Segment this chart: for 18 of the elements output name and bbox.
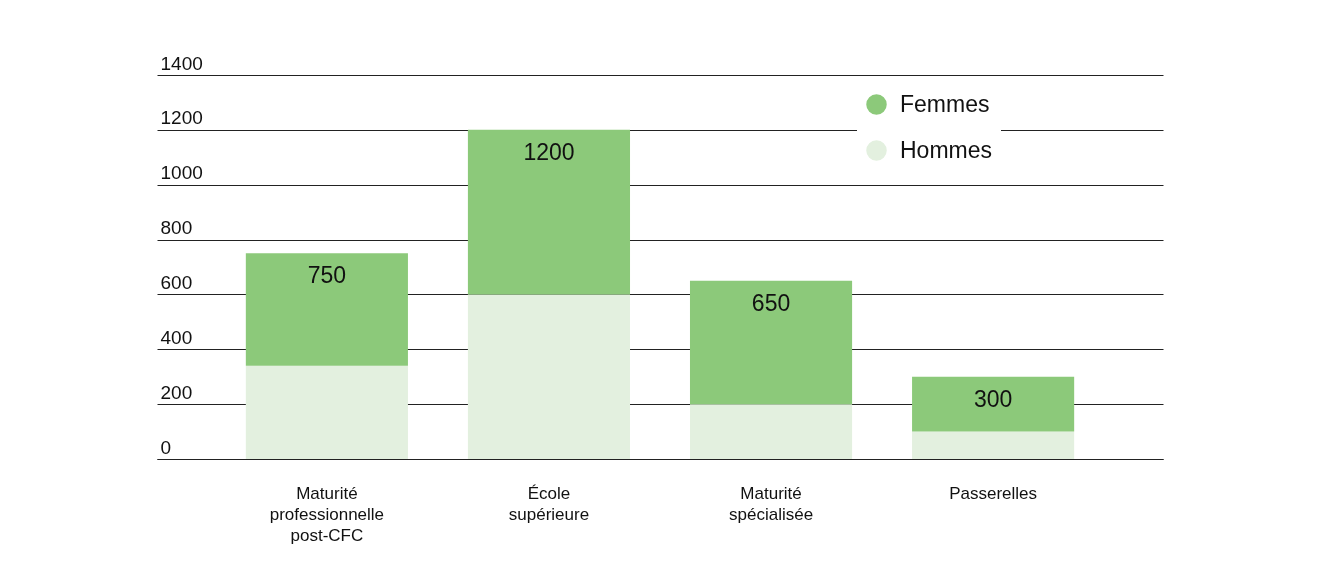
y-tick-label: 1200 bbox=[160, 107, 203, 129]
total-label: 1200 bbox=[523, 138, 575, 165]
y-tick-label: 1400 bbox=[160, 52, 203, 74]
y-tick-label: 0 bbox=[160, 436, 172, 458]
x-tick-label: Maturité professionnelle post-CFC bbox=[269, 483, 385, 545]
x-tick-label: Maturité spécialisée bbox=[728, 483, 814, 524]
y-tick-label: 600 bbox=[160, 271, 193, 293]
legend-label: Hommes bbox=[900, 136, 993, 163]
total-label: 750 bbox=[307, 262, 347, 289]
total-label: 300 bbox=[973, 385, 1013, 412]
y-tick-label: 800 bbox=[160, 217, 193, 239]
x-tick-label: Passerelles bbox=[949, 483, 1038, 503]
total-label: 650 bbox=[751, 289, 791, 316]
x-tick-label: École supérieure bbox=[508, 483, 590, 524]
y-tick-label: 200 bbox=[160, 381, 193, 403]
y-tick-label: 400 bbox=[160, 326, 193, 348]
y-tick-label: 1000 bbox=[160, 162, 203, 184]
legend-label: Femmes bbox=[900, 90, 990, 117]
